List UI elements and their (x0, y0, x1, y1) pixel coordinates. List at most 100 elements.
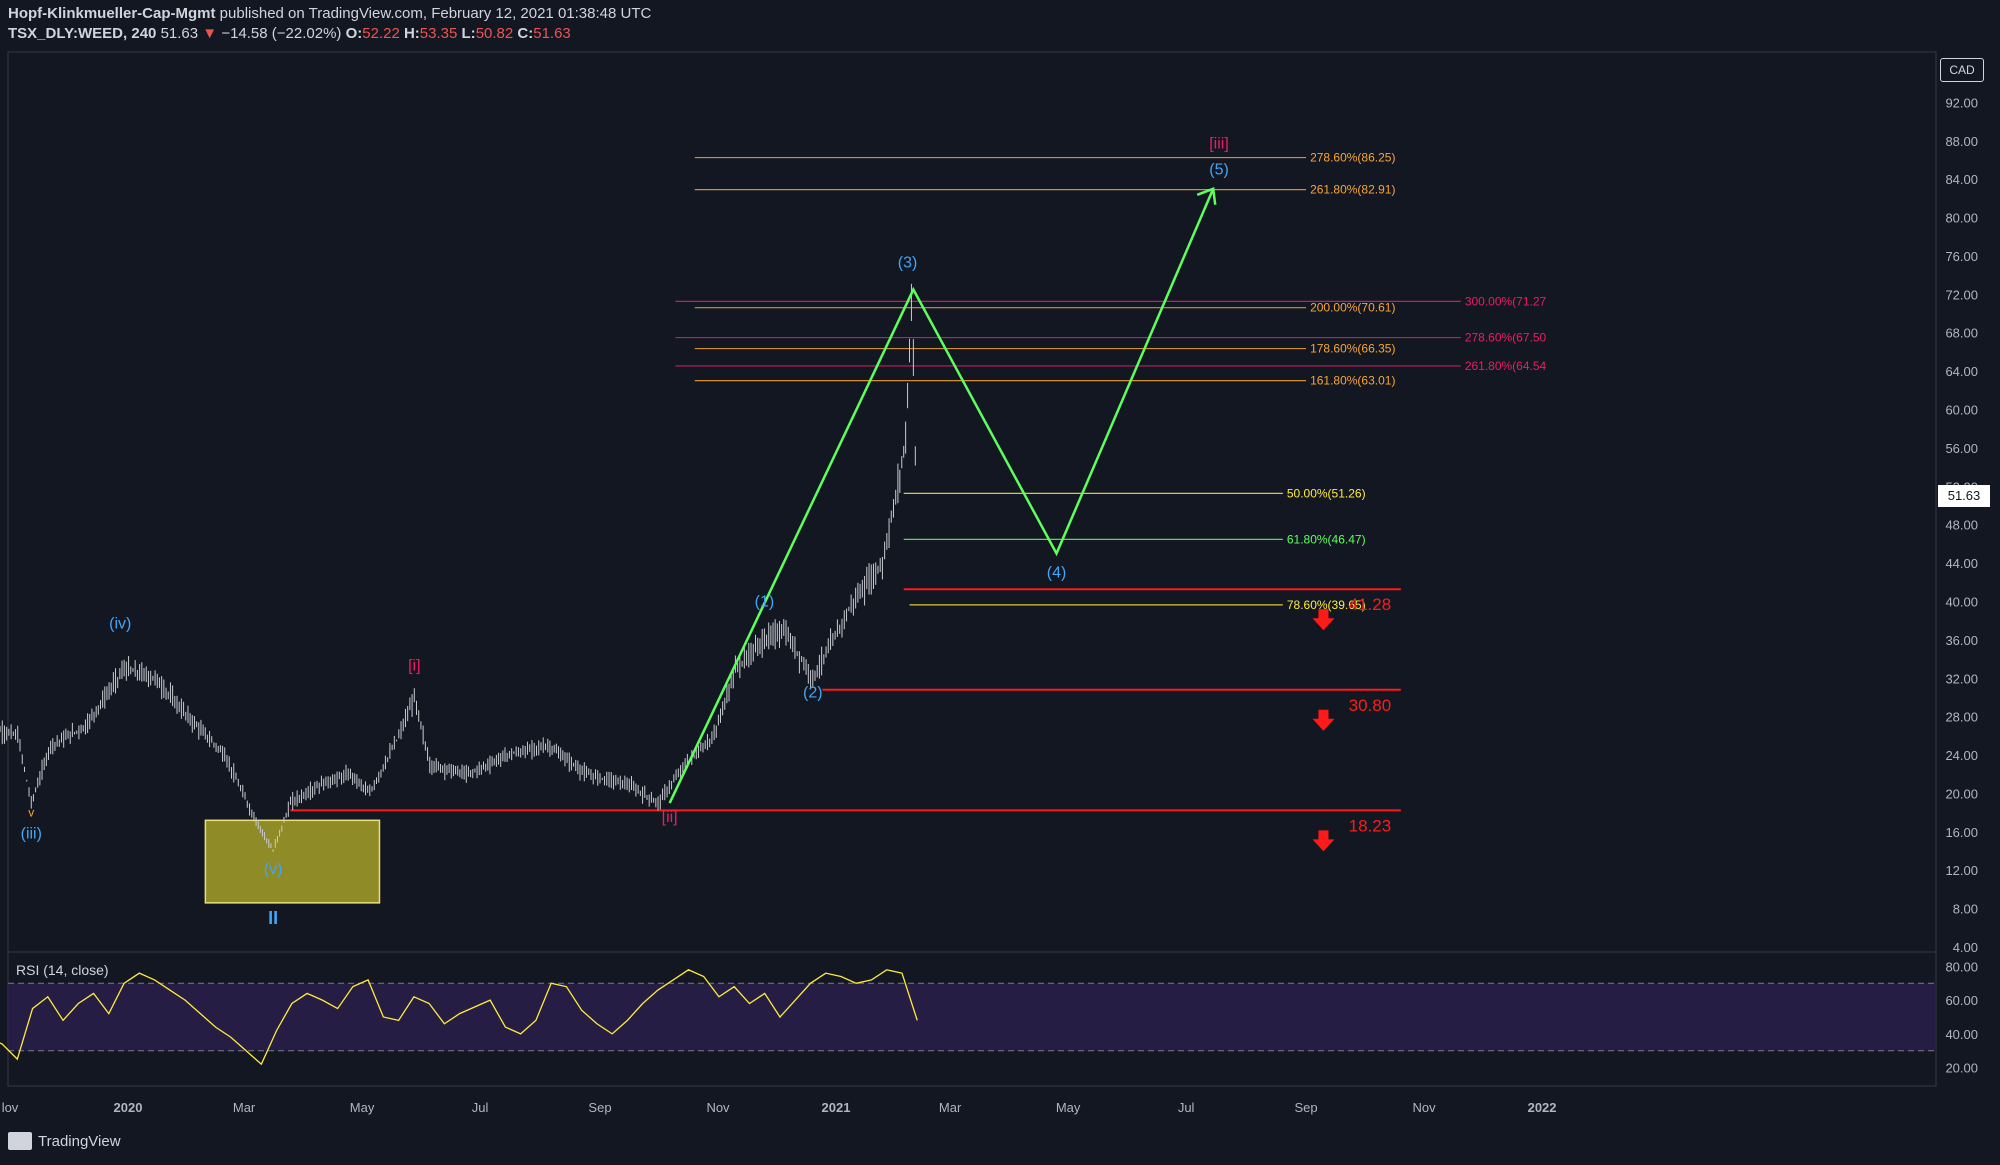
time-tick-label: Nov (706, 1100, 730, 1115)
fib-level-label: 78.60%(39.65) (1287, 598, 1366, 612)
close-label: C: (517, 25, 534, 42)
symbol-label[interactable]: TSX_DLY:WEED, 240 (8, 25, 157, 42)
time-tick-label: Sep (1294, 1100, 1317, 1115)
fib-level-label: 300.00%(71.27 (1465, 294, 1547, 308)
time-tick-label: Sep (588, 1100, 611, 1115)
down-arrow-icon (1312, 609, 1335, 631)
wave-label: [iii] (1209, 135, 1229, 152)
fib-level-label: 61.80%(46.47) (1287, 532, 1366, 546)
fib-level-label: 261.80%(82.91) (1310, 183, 1395, 197)
fib-level-label: 278.60%(67.50 (1465, 331, 1547, 345)
chart-frame (7, 51, 1937, 1087)
price-tick-label: 56.00 (1945, 441, 1978, 456)
price-tick-label: 8.00 (1953, 902, 1978, 917)
price-change: −14.58 (−22.02%) (221, 25, 342, 42)
fib-level-label: 200.00%(70.61) (1310, 301, 1395, 315)
time-tick-label: Mar (939, 1100, 962, 1115)
low-value: 50.82 (475, 25, 514, 42)
down-arrow-icon: ▼ (202, 25, 218, 42)
fib-level-label: 50.00%(51.26) (1287, 486, 1366, 500)
wave-marker-icon: v (28, 805, 34, 819)
rsi-tick-label: 60.00 (1945, 993, 1978, 1008)
wave-labels: (iii) (iv) (v) [i] [ii] (1) (2) (3) (4) (5) [iii] I… (21, 135, 1229, 928)
fib-levels: 278.60%(86.25) 261.80%(82.91) 200.00%(70.6… (675, 151, 1547, 612)
down-arrow-icon (1312, 830, 1335, 852)
price-axis: 4.00 8.00 12.00 16.00 20.00 24.00 28.00 32.00 36… (1945, 57, 1978, 955)
wave-label: (1) (755, 593, 775, 610)
wave-label: (iv) (109, 615, 131, 632)
wave-label: [ii] (662, 809, 678, 826)
last-price: 51.63 (160, 25, 199, 42)
wave-label: (4) (1047, 564, 1067, 581)
price-tick-label: 40.00 (1945, 594, 1978, 609)
rsi-tick-label: 40.00 (1945, 1027, 1978, 1042)
price-tick-label: 68.00 (1945, 326, 1978, 341)
wave-label: II (268, 908, 278, 928)
rsi-tick-label: 20.00 (1945, 1061, 1978, 1076)
price-tick-label: 28.00 (1945, 710, 1978, 725)
price-tick-label: 24.00 (1945, 748, 1978, 763)
time-tick-label: Mar (233, 1100, 256, 1115)
wave-label: [i] (408, 658, 420, 675)
price-tick-label: 4.00 (1953, 940, 1978, 955)
publish-info: Hopf-Klinkmueller-Cap-Mgmt published on … (8, 5, 651, 22)
currency-badge[interactable]: CAD (1940, 58, 1984, 82)
rsi-pane: 20.00 40.00 60.00 80.00 (0, 959, 1978, 1076)
low-label: L: (461, 25, 476, 42)
time-tick-label: 2020 (114, 1100, 143, 1115)
close-value: 51.63 (533, 25, 571, 42)
time-tick-label: May (350, 1100, 375, 1115)
time-tick-label: 2021 (822, 1100, 851, 1115)
time-tick-label: Jul (472, 1100, 489, 1115)
price-tick-label: 36.00 (1945, 633, 1978, 648)
high-label: H: (403, 25, 420, 42)
fib-level-label: 261.80%(64.54 (1465, 359, 1547, 373)
footer-brand[interactable]: TradingView (8, 1132, 121, 1150)
brand-label: TradingView (38, 1132, 121, 1150)
ohlc-legend: TSX_DLY:WEED, 240 51.63 ▼ −14.58 (−22.02… (8, 25, 571, 42)
support-level-label: 41.28 (1349, 595, 1392, 614)
price-tick-label: 64.00 (1945, 364, 1978, 379)
price-tick-label: 20.00 (1945, 786, 1978, 801)
wave-label: (5) (1209, 161, 1229, 178)
impulse-projection-line (668, 188, 1215, 804)
price-tick-label: 32.00 (1945, 671, 1978, 686)
down-arrow-icon (1312, 709, 1335, 731)
support-level-label: 30.80 (1349, 696, 1392, 715)
wave-label: (iii) (21, 826, 42, 843)
price-tick-label: 60.00 (1945, 403, 1978, 418)
open-label: O: (345, 25, 363, 42)
time-tick-label: Jul (1178, 1100, 1195, 1115)
price-tick-label: 84.00 (1945, 172, 1978, 187)
rsi-line (0, 969, 918, 1066)
support-level-label: 18.23 (1349, 816, 1392, 835)
publisher-name[interactable]: Hopf-Klinkmueller-Cap-Mgmt (8, 5, 216, 22)
projection-arrowhead-icon (1196, 187, 1217, 205)
price-tick-label: 12.00 (1945, 863, 1978, 878)
price-tick-label: 76.00 (1945, 249, 1978, 264)
rsi-title[interactable]: RSI (14, close) (16, 962, 109, 978)
fib-level-label: 178.60%(66.35) (1310, 342, 1395, 356)
wave-label: (2) (803, 684, 823, 701)
candles (0, 283, 916, 852)
wave-label: (v) (264, 861, 283, 878)
time-axis: lov 2020 Mar May Jul Sep Nov 2021 Mar May Jul Sep No… (2, 1100, 1557, 1115)
price-tick-label: 92.00 (1945, 95, 1978, 110)
fib-level-label: 161.80%(63.01) (1310, 374, 1395, 388)
fib-level-label: 278.60%(86.25) (1310, 151, 1395, 165)
published-text: published on TradingView.com, February 1… (219, 5, 652, 22)
price-tick-label: 48.00 (1945, 518, 1978, 533)
time-tick-label: Nov (1413, 1100, 1437, 1115)
rsi-tick-label: 80.00 (1945, 959, 1978, 974)
price-tick-label: 80.00 (1945, 211, 1978, 226)
wave-ii-zone (204, 819, 381, 904)
open-value: 52.22 (362, 25, 400, 42)
last-price-tag: 51.63 (1938, 485, 1990, 507)
rsi-band-fill (8, 983, 1936, 1051)
support-levels: 41.28 30.80 18.23 (290, 588, 1401, 852)
time-tick-label: May (1056, 1100, 1081, 1115)
time-tick-label: lov (2, 1100, 19, 1115)
price-tick-label: 88.00 (1945, 134, 1978, 149)
time-tick-label: 2022 (1528, 1100, 1557, 1115)
